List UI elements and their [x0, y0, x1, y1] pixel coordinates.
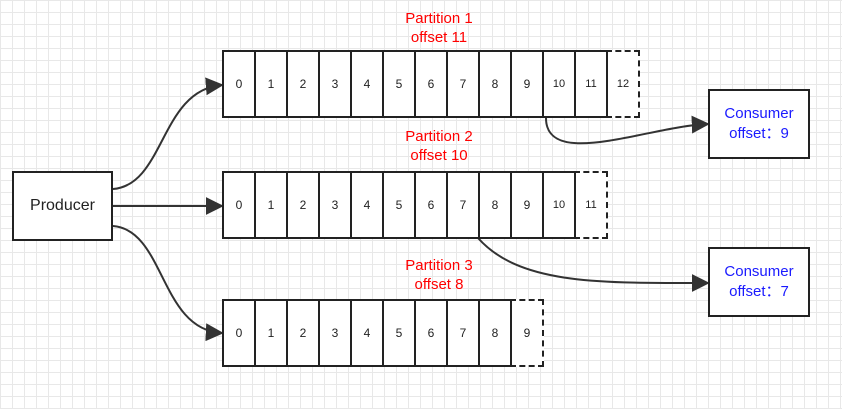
partition-3-cell: 2 [286, 299, 320, 367]
partition-3-cell: 1 [254, 299, 288, 367]
partition-3-cell: 9 [510, 299, 544, 367]
partition-3-title: Partition 3 offset 8 [359, 256, 519, 294]
consumer-2-offset: offset：7 [729, 283, 789, 300]
consumer-1-offset: offset：9 [729, 125, 789, 142]
partition-2-offset: offset 10 [410, 147, 468, 164]
partition-3-cell: 5 [382, 299, 416, 367]
partition-2-cell: 6 [414, 171, 448, 239]
producer-to-partition-1-arrow [112, 77, 224, 190]
partition-2-cell: 3 [318, 171, 352, 239]
partition-3-cell: 3 [318, 299, 352, 367]
partition-1-cell: 4 [350, 50, 384, 118]
partition-2-cell: 1 [254, 171, 288, 239]
producer-to-partition-3-arrow [112, 225, 224, 342]
partition-3-offset: offset 8 [414, 276, 464, 293]
partition-3-cell: 8 [478, 299, 512, 367]
partition-2-cell: 0 [222, 171, 256, 239]
partition-2-cell: 4 [350, 171, 384, 239]
partition-1-cell: 8 [478, 50, 512, 118]
consumer-1-label: Consumer [724, 105, 794, 122]
partition-2-title: Partition 2 offset 10 [359, 127, 519, 165]
partition-1-cell: 12 [606, 50, 640, 118]
producer-box: Producer [12, 171, 113, 241]
partition-1-cell: 11 [574, 50, 608, 118]
partition-1-title: Partition 1 offset 11 [359, 9, 519, 47]
partition-2-cell: 5 [382, 171, 416, 239]
partition-2-cell: 9 [510, 171, 544, 239]
partition-2-cell: 2 [286, 171, 320, 239]
partition-1-cell: 2 [286, 50, 320, 118]
consumer-2-label: Consumer [724, 263, 794, 280]
partition-2-cell: 10 [542, 171, 576, 239]
partition-2-cell: 7 [446, 171, 480, 239]
partition-1-cell: 1 [254, 50, 288, 118]
partition-1-name: Partition 1 [405, 10, 473, 27]
partition-1-log: 0 1 2 3 4 5 6 7 8 9 10 11 12 [222, 50, 640, 118]
partition-1-cell: 10 [542, 50, 576, 118]
partition-1-cell: 0 [222, 50, 256, 118]
partition-3-cell: 0 [222, 299, 256, 367]
consumer-1-box: Consumer offset：9 [708, 89, 810, 159]
producer-label: Producer [30, 197, 95, 214]
partition-1-cell: 5 [382, 50, 416, 118]
partition-3-cell: 4 [350, 299, 384, 367]
partition-1-to-consumer-1-arrow [545, 115, 710, 145]
partition-2-cell: 8 [478, 171, 512, 239]
partition-2-log: 0 1 2 3 4 5 6 7 8 9 10 11 [222, 171, 608, 239]
partition-1-cell: 3 [318, 50, 352, 118]
partition-1-cell: 6 [414, 50, 448, 118]
partition-3-cell: 7 [446, 299, 480, 367]
partition-2-name: Partition 2 [405, 128, 473, 145]
partition-3-name: Partition 3 [405, 257, 473, 274]
partition-2-cell: 11 [574, 171, 608, 239]
consumer-2-box: Consumer offset：7 [708, 247, 810, 317]
partition-1-offset: offset 11 [410, 29, 468, 46]
partition-3-cell: 6 [414, 299, 448, 367]
partition-1-cell: 9 [510, 50, 544, 118]
partition-1-cell: 7 [446, 50, 480, 118]
